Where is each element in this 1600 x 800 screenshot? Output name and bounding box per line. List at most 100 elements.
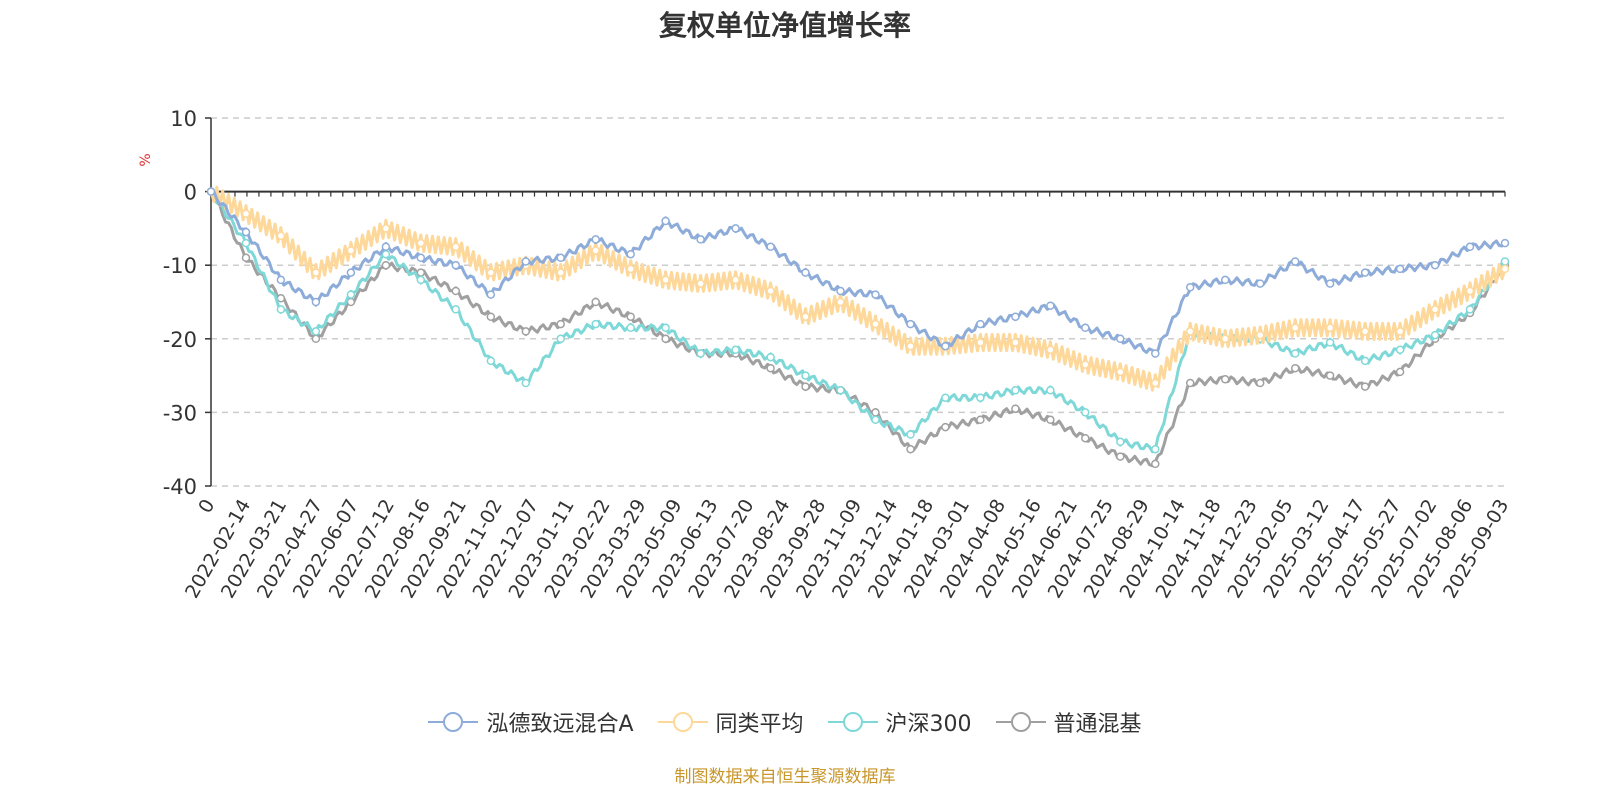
data-point	[521, 378, 531, 388]
legend-item[interactable]: 泓德致远混合A	[428, 706, 634, 738]
data-point	[311, 327, 321, 336]
data-point	[1046, 386, 1055, 395]
data-point	[801, 382, 810, 391]
data-point	[906, 430, 915, 439]
data-point	[346, 268, 356, 277]
data-point	[1360, 382, 1370, 391]
data-point	[1220, 334, 1230, 344]
legend-label: 泓德致远混合A	[486, 712, 634, 737]
data-point	[1151, 378, 1160, 388]
data-point	[1046, 415, 1055, 425]
data-point	[1116, 437, 1125, 447]
data-point	[1151, 459, 1160, 469]
data-point	[731, 224, 740, 233]
data-point	[241, 209, 251, 218]
legend-item[interactable]: 同类平均	[657, 706, 804, 738]
data-point	[381, 249, 391, 259]
data-point	[1185, 283, 1195, 292]
legend-label: 同类平均	[715, 712, 804, 737]
data-point	[836, 386, 845, 395]
data-point	[486, 356, 496, 366]
data-point	[1465, 242, 1475, 252]
data-point	[1500, 238, 1510, 248]
data-point	[906, 341, 915, 351]
data-point	[801, 312, 810, 321]
data-point	[1395, 345, 1405, 355]
line-chart: 100-10-20-30-4002022-02-142022-03-212022…	[138, 107, 1514, 602]
data-point	[626, 312, 635, 321]
grid-lines	[211, 117, 1505, 487]
data-point	[346, 290, 356, 299]
data-point	[1220, 375, 1230, 384]
data-point	[626, 323, 635, 333]
legend-item[interactable]: 沪深300	[827, 706, 972, 738]
data-point	[661, 323, 670, 333]
data-point	[941, 422, 950, 432]
data-point	[276, 275, 286, 285]
data-point	[871, 319, 880, 329]
data-source-note: 制图数据来自恒生聚源数据库	[674, 767, 896, 787]
data-point	[1395, 367, 1405, 377]
data-point	[416, 275, 426, 285]
legend-label: 普通混基	[1053, 712, 1142, 737]
tick-labels: 100-10-20-30-4002022-02-142022-03-212022…	[163, 107, 1514, 602]
data-point	[1011, 386, 1020, 395]
series-line	[210, 190, 1507, 358]
data-point	[1046, 345, 1055, 355]
legend: 泓德致远混合A 同类平均 沪深300 普通混基	[0, 706, 1570, 738]
data-point	[591, 297, 600, 307]
series-lines	[206, 185, 1510, 469]
data-point	[1081, 433, 1090, 443]
data-point	[521, 257, 531, 266]
data-point	[1465, 286, 1475, 296]
data-point	[1290, 349, 1300, 358]
data-point	[1220, 275, 1230, 285]
data-point	[241, 238, 251, 248]
x-tick-label: 0	[194, 496, 219, 517]
data-point	[906, 444, 915, 454]
data-point	[626, 264, 635, 274]
data-point	[871, 408, 880, 417]
data-point	[311, 268, 321, 277]
data-point	[311, 297, 321, 307]
data-point	[1151, 444, 1160, 454]
series-line	[209, 185, 1507, 392]
data-point	[1500, 257, 1510, 266]
y-tick-label: 0	[184, 181, 197, 205]
data-point	[451, 286, 461, 296]
data-point	[1290, 257, 1300, 266]
data-point	[941, 393, 950, 402]
y-tick-label: -30	[163, 401, 197, 425]
data-point	[1325, 279, 1335, 288]
data-point	[976, 319, 985, 329]
data-point	[1290, 363, 1300, 373]
data-point	[1360, 327, 1370, 336]
data-point	[661, 216, 670, 226]
data-point	[661, 334, 670, 344]
data-point	[416, 238, 426, 248]
legend-marker-icon	[657, 712, 708, 732]
data-point	[346, 246, 356, 255]
data-point	[311, 334, 321, 344]
data-point	[1011, 312, 1020, 321]
data-point	[1116, 367, 1125, 377]
data-point	[766, 352, 775, 362]
legend-marker-icon	[428, 712, 479, 732]
data-point	[976, 415, 985, 425]
data-point	[801, 371, 810, 380]
data-point	[556, 253, 565, 263]
data-point	[871, 290, 880, 299]
legend-item[interactable]: 普通混基	[995, 706, 1142, 738]
data-point	[591, 235, 600, 244]
data-point	[801, 268, 810, 277]
data-point	[941, 341, 950, 351]
data-point	[1081, 323, 1090, 333]
y-tick-label: -40	[163, 475, 197, 499]
data-point	[486, 312, 496, 321]
y-tick-label: -20	[163, 328, 197, 352]
data-point	[1325, 371, 1335, 380]
data-point	[976, 393, 985, 402]
data-point	[1430, 260, 1440, 270]
data-point	[696, 349, 705, 358]
data-point	[1465, 305, 1475, 314]
